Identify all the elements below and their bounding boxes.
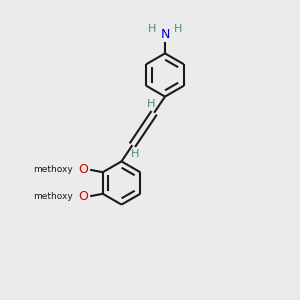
- Text: N: N: [160, 28, 170, 41]
- Text: H: H: [173, 24, 182, 34]
- Text: methoxy: methoxy: [33, 192, 73, 201]
- Text: H: H: [147, 99, 155, 109]
- Text: O: O: [79, 190, 88, 203]
- Text: O: O: [79, 163, 88, 176]
- Text: H: H: [148, 24, 157, 34]
- Text: H: H: [131, 149, 140, 159]
- Text: methoxy: methoxy: [33, 165, 73, 174]
